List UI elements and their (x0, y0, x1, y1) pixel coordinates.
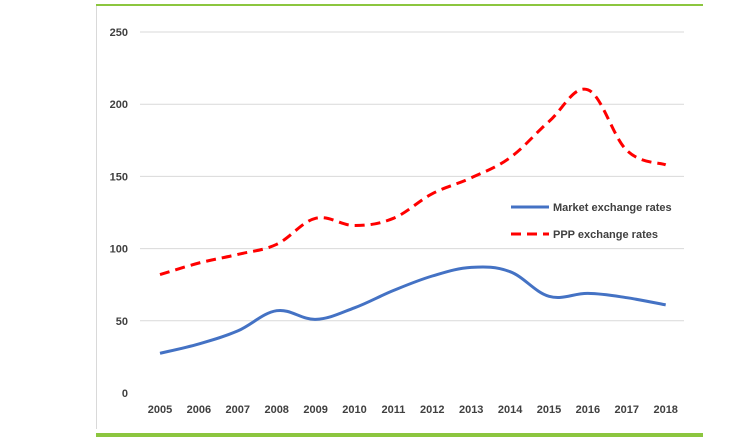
bottom-divider (96, 433, 703, 437)
x-tick-label: 2012 (420, 404, 444, 416)
y-tick-label: 250 (110, 27, 128, 39)
legend-label: PPP exchange rates (553, 229, 658, 241)
x-tick-label: 2005 (148, 404, 172, 416)
x-tick-label: 2007 (226, 404, 250, 416)
x-tick-label: 2017 (615, 404, 639, 416)
x-tick-label: 2015 (537, 404, 561, 416)
chart-frame-left (96, 6, 97, 429)
y-tick-label: 100 (110, 244, 128, 256)
series-lines (159, 87, 667, 355)
x-tick-label: 2006 (187, 404, 211, 416)
x-tick-label: 2008 (264, 404, 288, 416)
y-tick-label: 50 (116, 316, 128, 328)
x-tick-label: 2014 (498, 404, 523, 416)
series-line-ppp (159, 87, 667, 277)
legend: Market exchange rates PPP exchange rates (511, 202, 672, 241)
x-tick-label: 2016 (576, 404, 600, 416)
y-tick-label: 150 (110, 171, 128, 183)
legend-label: Market exchange rates (553, 202, 672, 214)
gridlines (140, 31, 684, 322)
x-tick-label: 2011 (381, 404, 405, 416)
y-tick-label: 0 (122, 388, 128, 400)
x-axis-ticks: 2005 2006 2007 2008 2009 2010 2011 2012 2013 2014… (148, 404, 678, 416)
top-divider (96, 4, 703, 6)
y-axis-ticks: 0 50 100 150 200 250 (110, 27, 128, 400)
x-tick-label: 2018 (653, 404, 677, 416)
series-line-market (159, 265, 666, 355)
x-tick-label: 2009 (303, 404, 327, 416)
y-tick-label: 200 (110, 99, 128, 111)
x-tick-label: 2010 (342, 404, 366, 416)
x-tick-label: 2013 (459, 404, 483, 416)
